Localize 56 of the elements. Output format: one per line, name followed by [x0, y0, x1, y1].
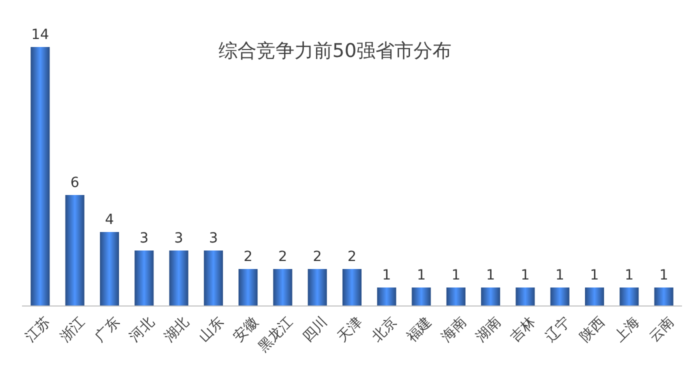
- bar: [412, 288, 431, 306]
- chart-title: 综合竞争力前50强省市分布: [218, 40, 452, 62]
- x-tick-label: 福建: [404, 314, 435, 346]
- bar: [446, 288, 466, 306]
- bar: [308, 269, 327, 306]
- data-label: 2: [312, 249, 322, 265]
- x-tick-label: 湖北: [161, 314, 192, 346]
- data-label: 1: [624, 268, 634, 284]
- data-label: 3: [208, 230, 218, 246]
- data-label: 1: [486, 268, 496, 284]
- data-label: 2: [278, 249, 288, 265]
- bar: [65, 195, 84, 306]
- x-tick-label: 四川: [300, 314, 331, 346]
- data-label: 1: [451, 268, 460, 284]
- x-tick-label: 天津: [334, 314, 366, 346]
- bar: [584, 288, 604, 306]
- bar: [100, 232, 120, 306]
- x-tick-label: 湖南: [473, 314, 504, 346]
- data-label: 1: [659, 268, 668, 284]
- x-tick-label: 河北: [126, 314, 158, 346]
- x-tick-label: 云南: [646, 314, 678, 346]
- bar: [169, 250, 188, 306]
- data-label: 6: [70, 175, 80, 191]
- x-tick-label: 浙江: [57, 314, 88, 346]
- bar: [204, 250, 223, 306]
- x-tick-label: 上海: [612, 314, 643, 346]
- data-label: 2: [348, 249, 356, 265]
- x-tick-label: 山东: [196, 314, 228, 346]
- x-tick-label: 广东: [92, 314, 124, 346]
- x-tick-label: 江苏: [22, 314, 54, 346]
- data-label: 1: [416, 268, 426, 284]
- data-label: 14: [31, 27, 50, 43]
- bar: [620, 288, 639, 306]
- bar: [516, 288, 535, 306]
- bar: [654, 288, 674, 306]
- bar: [377, 288, 396, 306]
- x-tick-label: 北京: [369, 314, 400, 346]
- bar: [134, 250, 154, 306]
- bar: [273, 269, 292, 306]
- data-label: 1: [590, 268, 599, 284]
- x-tick-label: 辽宁: [542, 314, 574, 346]
- data-label: 1: [555, 268, 564, 284]
- data-label: 1: [382, 268, 392, 284]
- data-label: 3: [174, 230, 184, 246]
- data-label: 4: [105, 212, 114, 228]
- x-tick-label: 海南: [438, 314, 470, 346]
- x-tick-label: 陕西: [577, 314, 608, 346]
- bar: [481, 288, 500, 306]
- data-label: 2: [244, 249, 253, 265]
- bar: [238, 269, 258, 306]
- bar: [30, 47, 50, 306]
- x-tick-label: 吉林: [508, 314, 539, 346]
- data-label: 3: [140, 230, 149, 246]
- bar: [550, 288, 570, 306]
- data-label: 1: [520, 268, 530, 284]
- bar: [342, 269, 362, 306]
